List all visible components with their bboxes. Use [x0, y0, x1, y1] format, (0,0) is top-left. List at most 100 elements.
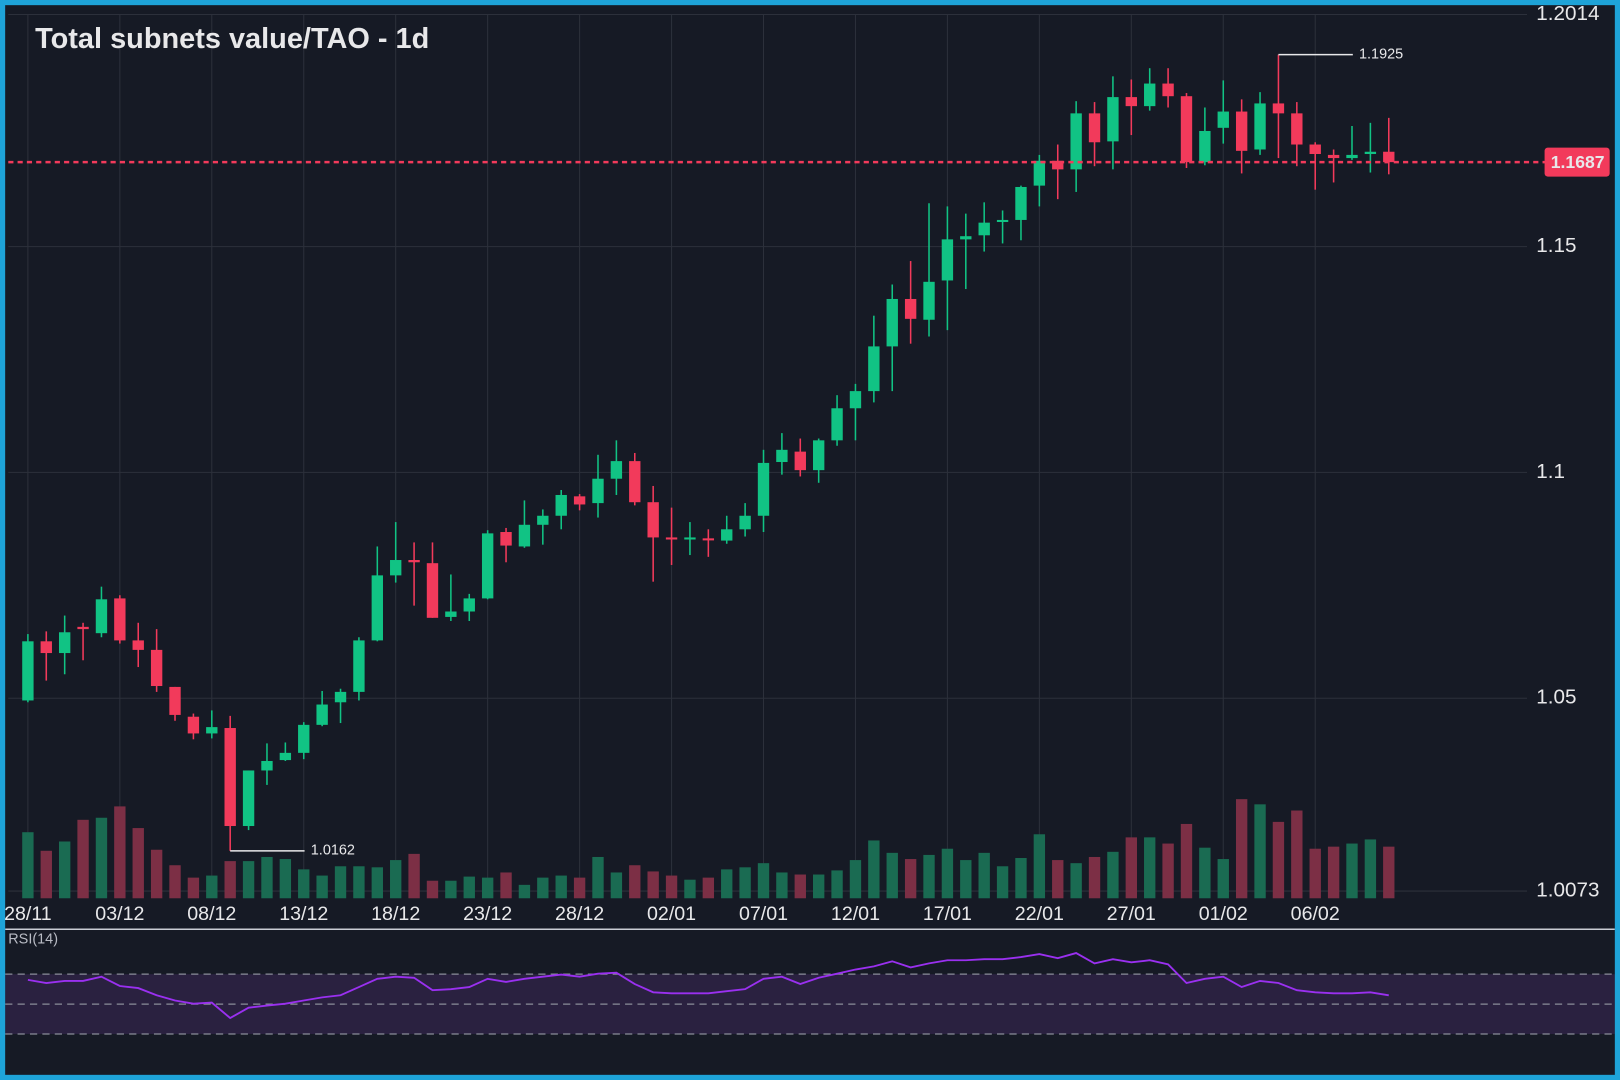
volume-bar	[58, 841, 71, 899]
x-tick-label: 18/12	[371, 903, 420, 925]
candle-body	[1015, 186, 1027, 220]
candle-body	[1180, 96, 1193, 163]
x-tick-label: 12/01	[831, 903, 880, 925]
candle-body	[592, 478, 604, 504]
candle-body	[408, 560, 420, 563]
candle-body	[150, 649, 163, 687]
volume-bar	[1088, 856, 1101, 899]
candle-body	[1033, 160, 1046, 186]
volume-bar	[757, 863, 770, 899]
candle-body	[1272, 103, 1285, 114]
candle-body	[1346, 154, 1358, 159]
y-tick-label: 1.05	[1536, 686, 1576, 709]
candle-body	[334, 691, 347, 703]
candle-body	[1254, 103, 1266, 150]
candle-body	[960, 236, 972, 240]
candle-body	[206, 727, 218, 734]
volume-bar	[573, 877, 586, 899]
candle-body	[757, 462, 770, 516]
volume-bar	[481, 877, 494, 899]
volume-bar	[1180, 823, 1193, 899]
candle-body	[812, 440, 825, 471]
volume-bar	[702, 877, 715, 899]
candle-body	[1383, 151, 1395, 163]
candle-body	[1217, 111, 1229, 128]
volume-bar	[298, 869, 310, 899]
candle-body	[279, 752, 292, 761]
volume-bar	[794, 874, 806, 899]
candle-body	[794, 451, 806, 471]
candle-body	[941, 239, 954, 281]
candle-body	[610, 461, 623, 479]
candle-body	[463, 598, 475, 612]
x-tick-label: 13/12	[279, 903, 328, 925]
candle-body	[629, 461, 641, 503]
candle-body	[1162, 83, 1174, 97]
candle-body	[904, 298, 917, 319]
candle-body	[923, 281, 935, 320]
volume-bar	[1033, 834, 1046, 899]
candle-body	[849, 391, 862, 409]
candle-body	[647, 502, 659, 538]
candle-body	[702, 538, 715, 541]
volume-bar	[904, 859, 917, 899]
candle-body	[445, 611, 457, 617]
volume-bar	[518, 884, 531, 899]
candle-body	[555, 494, 567, 516]
volume-bar	[1291, 810, 1303, 899]
candle-body	[316, 704, 328, 725]
volume-bar	[114, 806, 126, 899]
volume-bar	[22, 832, 34, 899]
extreme-label: 1.0162	[311, 843, 355, 859]
rsi-label: RSI(14)	[8, 931, 58, 947]
candle-body	[1052, 160, 1064, 170]
candle-body	[1088, 113, 1101, 143]
x-tick-label: 06/02	[1291, 903, 1340, 925]
candle-body	[353, 640, 365, 692]
volume-bar	[941, 848, 954, 899]
volume-bar	[371, 867, 383, 899]
extreme-label: 1.1925	[1359, 46, 1403, 62]
x-tick-label: 02/01	[647, 903, 696, 925]
volume-bar	[261, 856, 273, 899]
volume-bar	[169, 865, 181, 899]
volume-bar	[187, 877, 200, 899]
candle-body	[1327, 154, 1340, 159]
last-price-box	[1544, 147, 1610, 177]
volume-bar	[408, 853, 420, 899]
volume-bar	[1383, 846, 1395, 899]
volume-bar	[1199, 847, 1211, 899]
candle-body	[22, 641, 34, 701]
candle-body	[831, 408, 843, 441]
volume-bar	[1125, 837, 1137, 899]
volume-bar	[1327, 846, 1340, 899]
candle-body	[996, 219, 1009, 223]
volume-bar	[592, 856, 604, 899]
volume-bar	[849, 860, 862, 899]
candle-body	[776, 449, 788, 463]
candle-body	[390, 560, 402, 576]
candle-body	[1309, 144, 1321, 155]
volume-bar	[1144, 837, 1156, 899]
volume-bar	[684, 879, 696, 899]
candle-body	[261, 760, 273, 771]
volume-bar	[537, 877, 549, 899]
volume-bar	[610, 872, 623, 899]
volume-bar	[390, 860, 402, 899]
candle-body	[132, 640, 144, 650]
volume-bar	[886, 852, 898, 899]
candle-body	[481, 533, 494, 599]
volume-bar	[665, 875, 678, 899]
volume-bar	[1272, 821, 1285, 899]
candle-body	[1199, 130, 1211, 163]
candle-body	[298, 724, 310, 753]
candle-body	[187, 716, 200, 734]
last-price-label: 1.1687	[1551, 152, 1605, 172]
candle-body	[500, 532, 512, 546]
volume-bar	[1070, 863, 1082, 899]
candle-body	[1125, 97, 1137, 107]
